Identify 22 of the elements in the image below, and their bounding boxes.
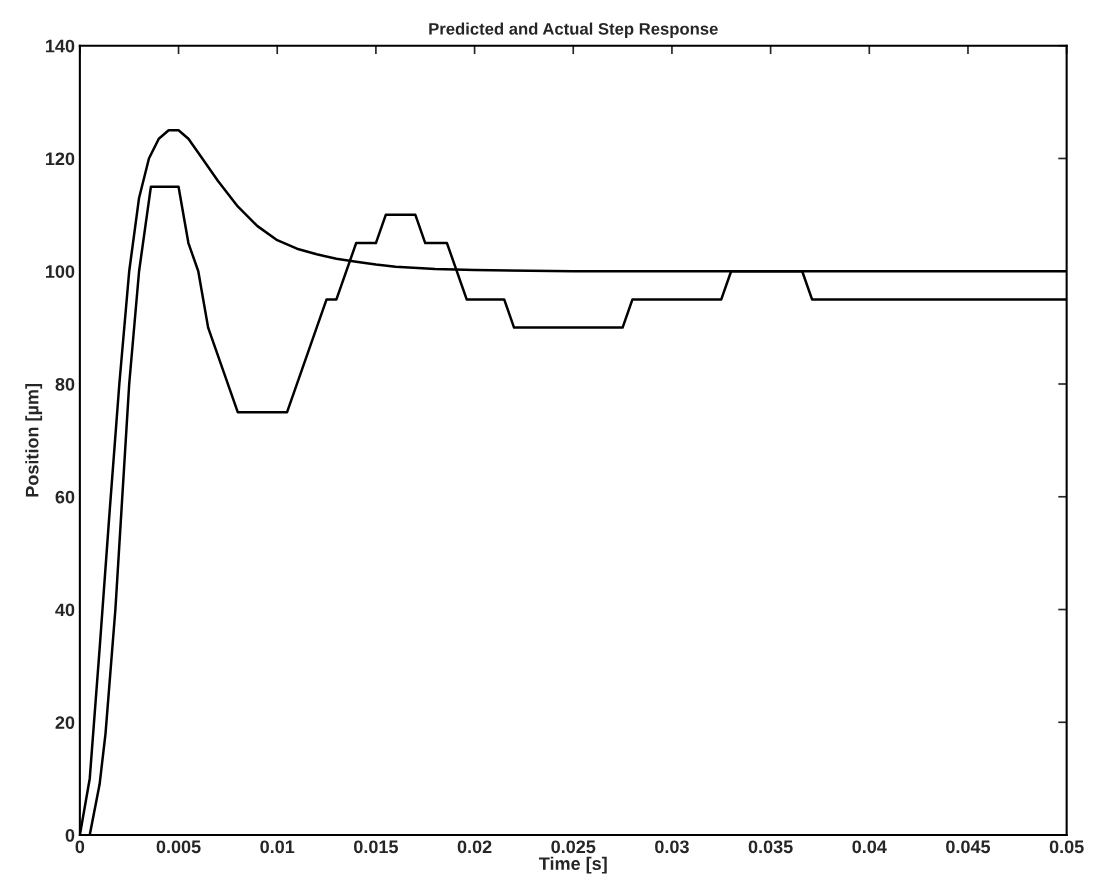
x-tick-label: 0.05 [1049, 840, 1084, 854]
y-tick-label: 60 [55, 490, 75, 504]
y-tick-label: 80 [55, 377, 75, 391]
y-tick-label: 0 [65, 828, 75, 842]
x-axis-title: Time [s] [539, 856, 607, 874]
y-tick-label: 140 [46, 39, 75, 53]
x-tick-label: 0.045 [946, 840, 991, 854]
y-axis-title: Position [µm] [25, 384, 43, 497]
x-tick-label: 0.035 [748, 840, 793, 854]
chart-title: Predicted and Actual Step Response [429, 22, 718, 39]
x-tick-label: 0.01 [260, 840, 295, 854]
x-tick-label: 0.015 [354, 840, 398, 854]
x-tick-label: 0.03 [655, 840, 689, 854]
y-tick-label: 100 [46, 265, 75, 278]
x-tick-label: 0.005 [156, 840, 201, 854]
x-tick-label: 0.025 [551, 840, 596, 854]
x-tick-label: 0 [75, 840, 85, 854]
y-tick-label: 20 [55, 716, 75, 730]
y-tick-label: 120 [46, 152, 75, 166]
y-tick-label: 40 [55, 603, 75, 617]
x-tick-label: 0.04 [852, 840, 887, 854]
x-tick-label: 0.02 [457, 840, 492, 854]
